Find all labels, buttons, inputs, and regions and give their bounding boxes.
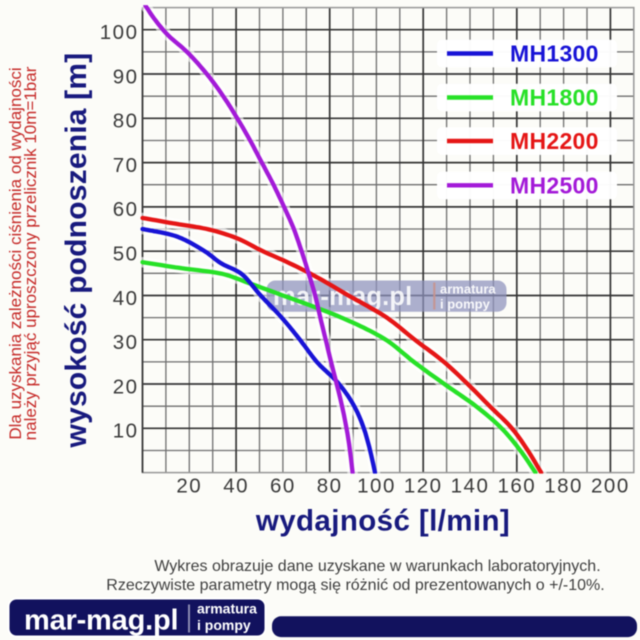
svg-text:armatura: armatura <box>197 601 257 617</box>
svg-text:MH2500: MH2500 <box>510 173 599 199</box>
svg-text:armatura: armatura <box>440 282 496 297</box>
svg-text:MH1300: MH1300 <box>510 41 599 67</box>
svg-text:10: 10 <box>113 420 139 443</box>
svg-text:20: 20 <box>113 375 139 398</box>
svg-text:50: 50 <box>113 243 139 266</box>
svg-text:wydajność [l/min]: wydajność [l/min] <box>255 505 510 538</box>
svg-text:60: 60 <box>270 475 296 498</box>
svg-text:90: 90 <box>113 65 139 88</box>
svg-text:i pompy: i pompy <box>197 617 251 633</box>
svg-text:60: 60 <box>113 198 139 221</box>
svg-text:i pompy: i pompy <box>440 297 491 312</box>
svg-text:MH2200: MH2200 <box>510 128 599 154</box>
svg-text:100: 100 <box>100 21 139 44</box>
svg-text:80: 80 <box>317 475 343 498</box>
svg-text:40: 40 <box>223 475 249 498</box>
svg-text:30: 30 <box>113 331 139 354</box>
svg-text:100: 100 <box>357 475 396 498</box>
svg-text:mar-mag.pl: mar-mag.pl <box>273 283 412 311</box>
svg-text:wysokość podnoszenia [m]: wysokość podnoszenia [m] <box>60 53 93 449</box>
svg-text:120: 120 <box>404 475 443 498</box>
svg-text:200: 200 <box>591 475 630 498</box>
svg-text:20: 20 <box>176 475 202 498</box>
svg-text:70: 70 <box>113 154 139 177</box>
svg-text:należy przyjąć uproszczony prz: należy przyjąć uproszczony przelicznik 1… <box>21 66 40 440</box>
svg-text:180: 180 <box>544 475 583 498</box>
svg-text:Rzeczywiste parametry mogą się: Rzeczywiste parametry mogą się różnić od… <box>106 577 604 594</box>
svg-text:80: 80 <box>113 110 139 133</box>
svg-text:Dla uzyskania zależności ciśni: Dla uzyskania zależności ciśnienia od wy… <box>6 67 25 439</box>
svg-text:MH1800: MH1800 <box>510 85 599 111</box>
svg-text:160: 160 <box>497 475 536 498</box>
svg-text:mar-mag.pl: mar-mag.pl <box>24 605 178 637</box>
svg-text:40: 40 <box>113 287 139 310</box>
svg-text:Wykres obrazuje dane uzyskane: Wykres obrazuje dane uzyskane w warunkac… <box>154 558 600 575</box>
svg-text:140: 140 <box>451 475 490 498</box>
